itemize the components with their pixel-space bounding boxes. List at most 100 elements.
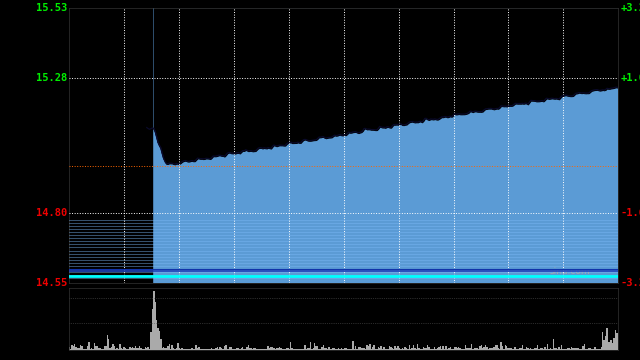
Bar xyxy=(280,348,282,350)
Bar xyxy=(497,348,499,350)
Bar xyxy=(330,349,331,350)
Bar xyxy=(592,349,593,350)
Bar xyxy=(174,349,176,350)
Bar xyxy=(84,349,85,350)
Bar xyxy=(227,349,228,350)
Bar xyxy=(300,349,301,350)
Bar xyxy=(218,349,220,350)
Bar xyxy=(364,348,365,350)
Bar xyxy=(596,349,598,350)
Bar xyxy=(147,347,149,350)
Bar xyxy=(471,344,472,350)
Bar xyxy=(242,347,243,350)
Bar xyxy=(201,349,202,350)
Bar xyxy=(246,347,248,350)
Bar xyxy=(94,343,95,350)
Bar xyxy=(331,349,332,350)
Bar xyxy=(606,328,607,350)
Bar xyxy=(291,348,293,350)
Bar xyxy=(511,349,513,350)
Bar xyxy=(523,348,524,350)
Bar xyxy=(129,347,131,350)
Bar xyxy=(414,348,415,350)
Bar xyxy=(222,349,224,350)
Bar xyxy=(420,348,421,350)
Bar xyxy=(570,349,571,350)
Bar xyxy=(71,345,73,350)
Bar xyxy=(170,349,172,350)
Bar xyxy=(588,347,589,350)
Bar xyxy=(277,348,279,350)
Bar xyxy=(566,348,568,350)
Bar xyxy=(284,348,286,350)
Bar xyxy=(352,341,353,350)
Bar xyxy=(253,348,255,350)
Bar xyxy=(493,347,495,350)
Bar xyxy=(304,345,305,350)
Bar xyxy=(179,348,180,350)
Bar xyxy=(598,349,599,350)
Bar xyxy=(262,349,263,350)
Bar xyxy=(508,348,509,350)
Bar xyxy=(139,346,140,350)
Bar xyxy=(440,346,441,350)
Bar xyxy=(456,347,458,350)
Bar xyxy=(80,345,81,350)
Bar xyxy=(229,347,231,350)
Bar xyxy=(616,333,618,350)
Bar xyxy=(399,348,400,350)
Bar xyxy=(105,346,106,350)
Bar xyxy=(404,347,406,350)
Bar xyxy=(176,348,177,350)
Bar xyxy=(228,349,229,350)
Bar xyxy=(220,347,221,350)
Bar xyxy=(575,348,577,350)
Bar xyxy=(351,349,352,350)
Bar xyxy=(135,346,136,350)
Bar xyxy=(283,349,284,350)
Bar xyxy=(410,348,412,350)
Bar xyxy=(119,344,121,350)
Bar xyxy=(428,347,430,350)
Bar xyxy=(221,348,222,350)
Bar xyxy=(325,348,327,350)
Bar xyxy=(140,348,142,350)
Bar xyxy=(462,348,463,350)
Bar xyxy=(461,349,462,350)
Bar xyxy=(255,348,256,350)
Bar xyxy=(334,348,335,350)
Bar xyxy=(183,349,184,350)
Bar xyxy=(320,349,321,350)
Bar xyxy=(393,348,394,350)
Bar xyxy=(77,348,78,350)
Bar xyxy=(346,349,348,350)
Bar xyxy=(294,349,296,350)
Bar xyxy=(365,348,366,350)
Bar xyxy=(297,349,298,350)
Bar xyxy=(577,348,578,350)
Bar xyxy=(510,348,511,350)
Bar xyxy=(531,349,533,350)
Bar xyxy=(197,348,198,350)
Bar xyxy=(519,348,520,350)
Bar xyxy=(323,345,324,350)
Bar xyxy=(131,348,132,350)
Bar xyxy=(581,349,582,350)
Bar xyxy=(360,348,362,350)
Bar xyxy=(269,348,270,350)
Bar xyxy=(152,309,153,350)
Bar xyxy=(349,349,351,350)
Text: +3.23%: +3.23% xyxy=(620,3,640,13)
Bar xyxy=(116,348,118,350)
Bar xyxy=(593,347,595,350)
Bar xyxy=(578,348,579,350)
Bar xyxy=(382,349,383,350)
Bar xyxy=(236,348,238,350)
Bar xyxy=(225,345,227,350)
Bar xyxy=(279,347,280,350)
Bar xyxy=(376,349,378,350)
Bar xyxy=(478,349,479,350)
Bar xyxy=(550,348,551,350)
Bar xyxy=(87,346,88,350)
Bar xyxy=(122,349,124,350)
